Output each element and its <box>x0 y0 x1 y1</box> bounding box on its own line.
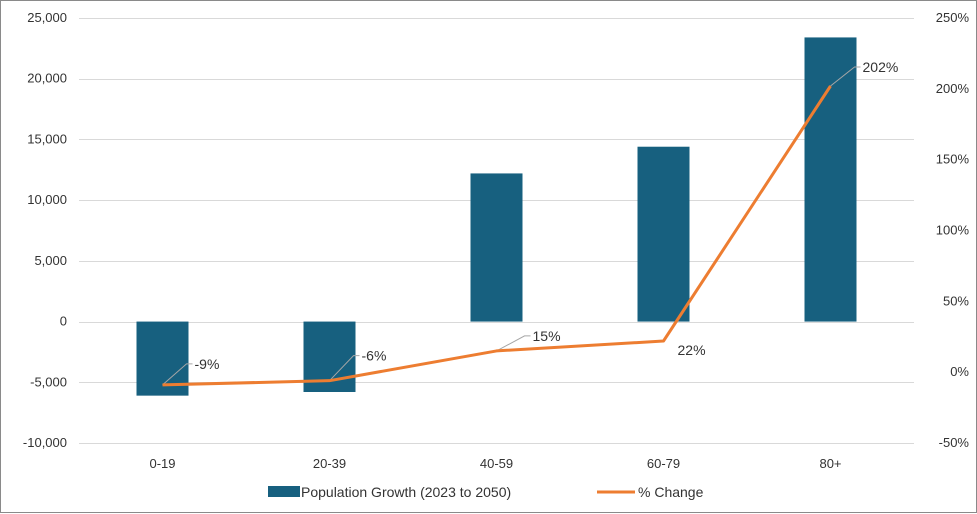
bar-series <box>136 37 857 396</box>
leader-line <box>162 363 193 386</box>
y2-tick-label: 200% <box>936 81 970 96</box>
label-leader-lines <box>162 66 861 386</box>
x-tick-label: 40-59 <box>480 456 513 471</box>
leader-line <box>830 66 861 87</box>
data-label: 15% <box>533 328 561 344</box>
leader-line <box>496 335 531 352</box>
right-axis-labels: -50% 0% 50% 100% 150% 200% 250% <box>936 10 970 450</box>
y-tick-label: 10,000 <box>27 192 67 207</box>
y2-tick-label: 0% <box>950 364 969 379</box>
y-tick-label: 25,000 <box>27 10 67 25</box>
data-label: 22% <box>678 342 706 358</box>
y-tick-label: 20,000 <box>27 71 67 86</box>
bar <box>470 173 523 322</box>
y2-tick-label: 150% <box>936 152 970 167</box>
left-axis-labels: -10,000 -5,000 0 5,000 10,000 15,000 20,000 25,… <box>23 10 67 450</box>
y2-tick-label: -50% <box>939 435 970 450</box>
data-labels: -9% -6% 15% 22% 202% <box>195 59 899 372</box>
legend: Population Growth (2023 to 2050) % Change <box>268 484 704 500</box>
legend-bar-swatch <box>268 486 300 497</box>
y2-tick-label: 100% <box>936 223 970 238</box>
x-tick-label: 0-19 <box>149 456 175 471</box>
data-label: -9% <box>195 356 220 372</box>
legend-line-label: % Change <box>638 484 704 500</box>
bar <box>637 146 690 322</box>
y-tick-label: -10,000 <box>23 435 67 450</box>
x-tick-label: 80+ <box>819 456 841 471</box>
data-label: 202% <box>863 59 899 75</box>
y-tick-label: 0 <box>60 314 67 329</box>
y2-tick-label: 250% <box>936 10 970 25</box>
x-tick-label: 60-79 <box>647 456 680 471</box>
y-tick-label: -5,000 <box>30 374 67 389</box>
y2-tick-label: 50% <box>943 293 969 308</box>
x-axis-labels: 0-19 20-39 40-59 60-79 80+ <box>149 456 841 471</box>
leader-line <box>329 355 360 382</box>
x-tick-label: 20-39 <box>313 456 346 471</box>
bar <box>804 37 857 322</box>
data-label: -6% <box>362 348 387 364</box>
line-path <box>162 85 832 387</box>
y-tick-label: 15,000 <box>27 131 67 146</box>
line-series <box>162 85 832 387</box>
legend-bar-label: Population Growth (2023 to 2050) <box>301 484 511 500</box>
y-tick-label: 5,000 <box>34 253 67 268</box>
